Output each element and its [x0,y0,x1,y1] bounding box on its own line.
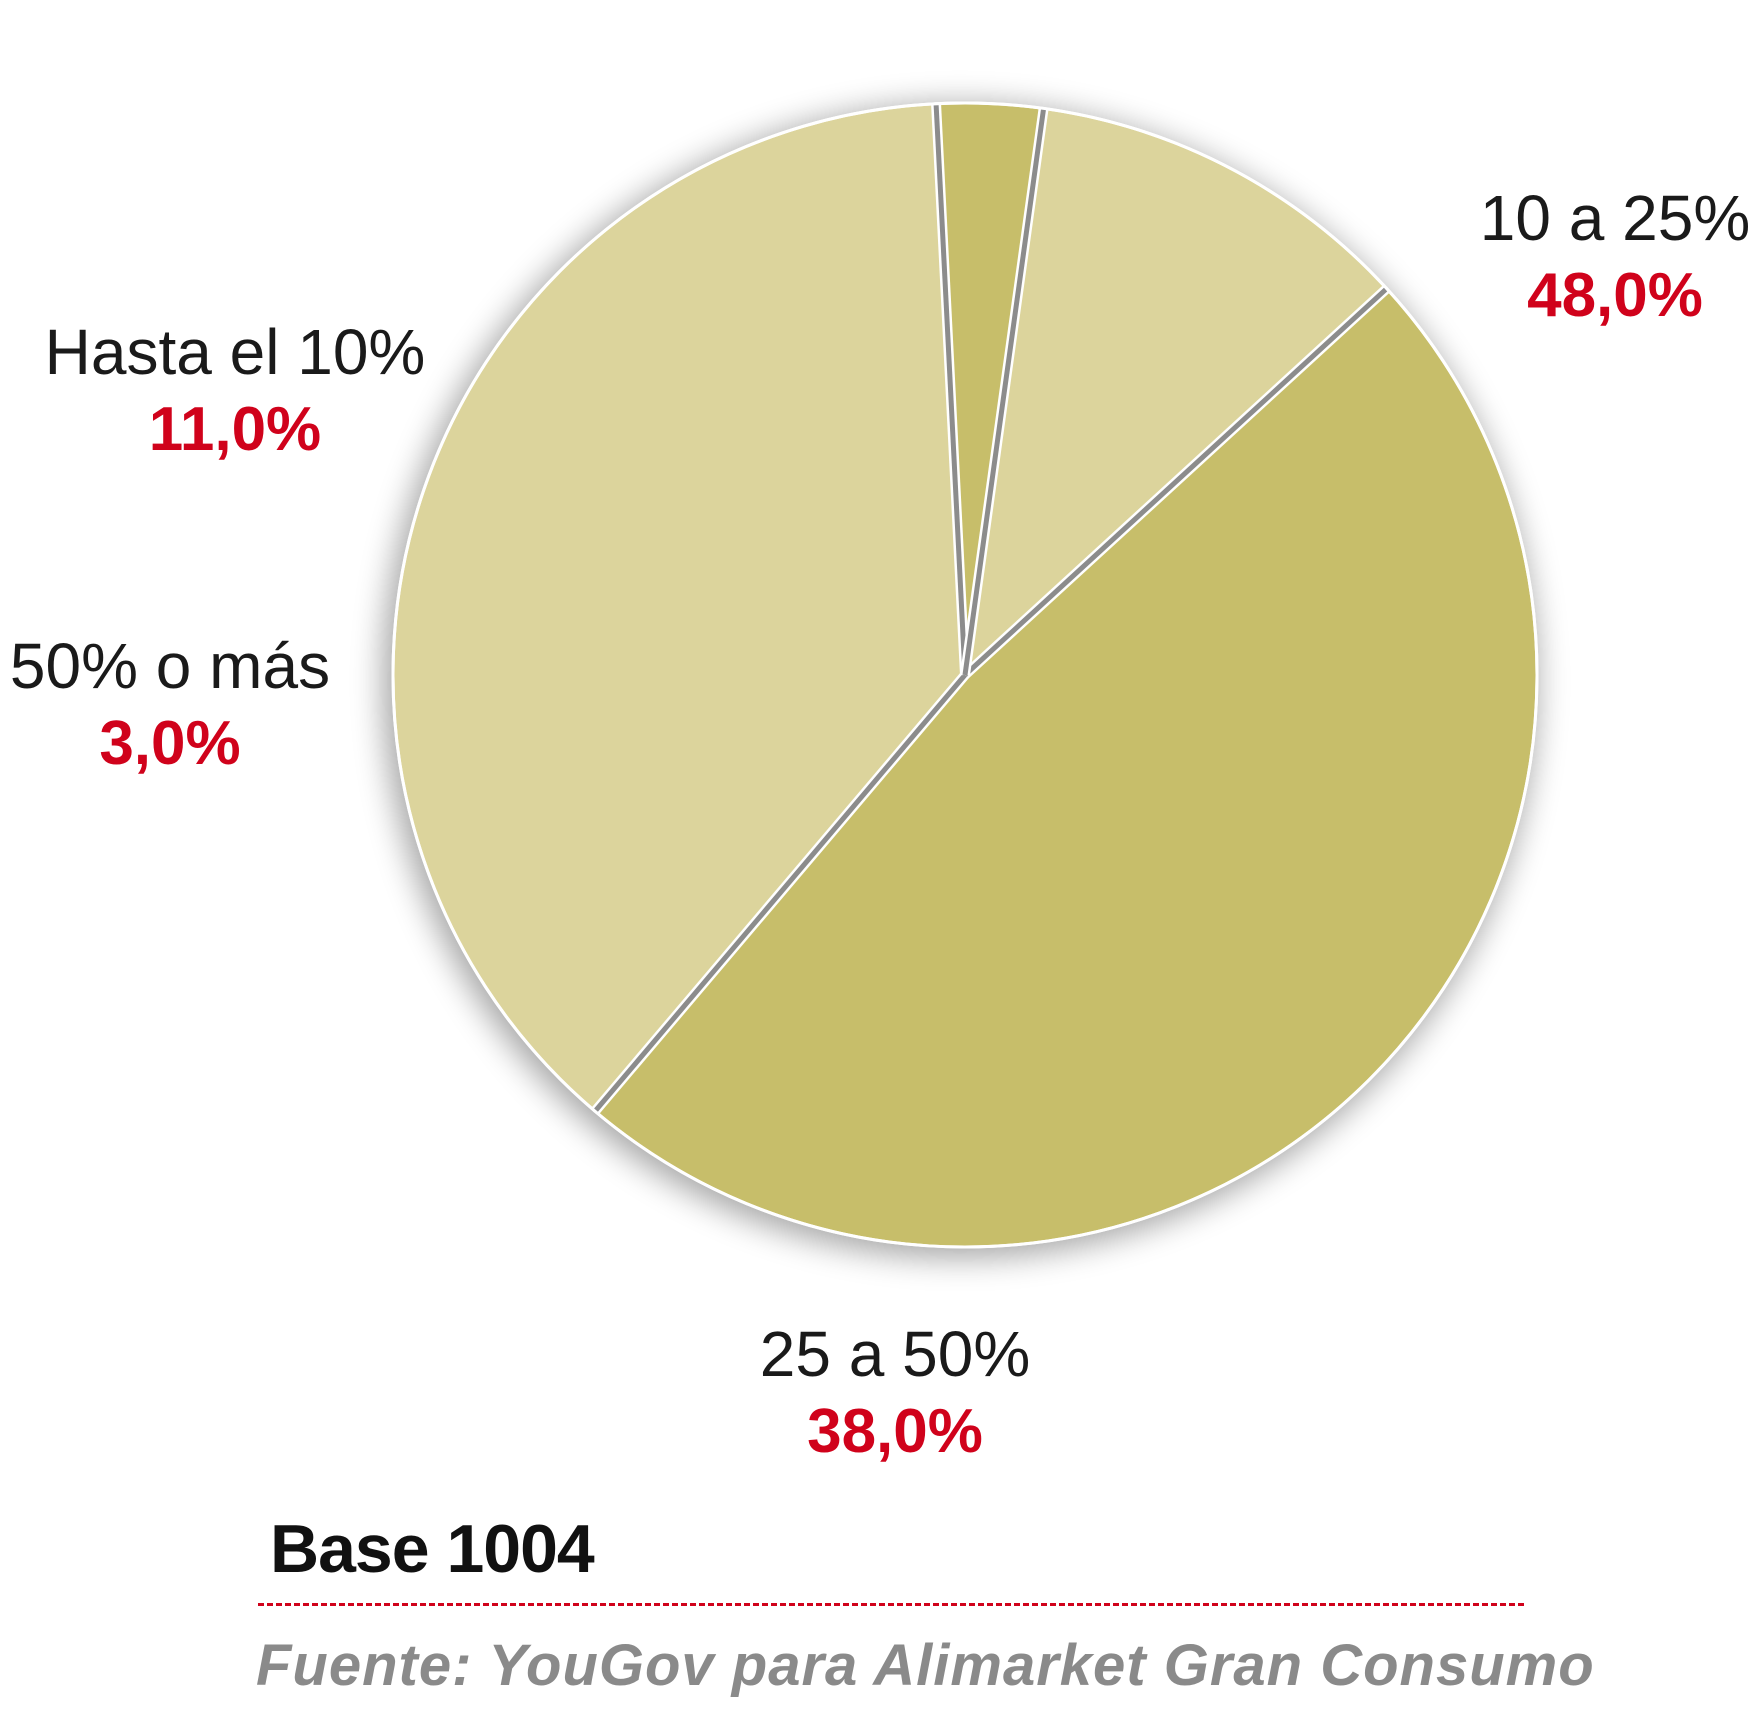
slice-label-10-a-25: 10 a 25% [1480,182,1750,254]
source-note: Fuente: YouGov para Alimarket Gran Consu… [256,1633,1595,1698]
slice-value-25-a-50: 38,0% [807,1397,983,1466]
slice-value-hasta-el-10: 11,0% [149,395,321,464]
slice-separator [593,673,967,1113]
pie-outline [391,101,1539,1249]
slice-label-hasta-el-10: Hasta el 10% [45,316,426,388]
slice-label-50-o-mas: 50% o más [10,630,330,702]
slice-separator [962,108,1047,676]
base-sample-size: Base 1004 [270,1511,595,1587]
slice-value-10-a-25: 48,0% [1527,261,1703,330]
slice-separator [963,286,1389,677]
slice-label-25-a-50: 25 a 50% [760,1318,1030,1390]
slice-value-50-o-mas: 3,0% [99,709,240,778]
slice-separator [933,103,968,676]
footer-divider [258,1603,1524,1606]
